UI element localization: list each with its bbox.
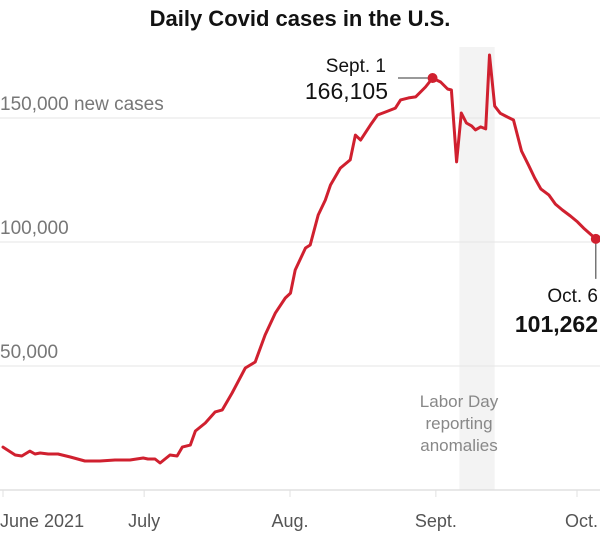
oct6-value-label: 101,262: [515, 311, 598, 337]
x-tick-label: June 2021: [0, 511, 84, 531]
y-tick-label: 100,000: [0, 218, 69, 239]
sept1-value-label: 166,105: [305, 78, 388, 104]
y-tick-label: 50,000: [0, 342, 58, 363]
band-label-line: reporting: [425, 414, 492, 433]
sept1-marker: [427, 73, 438, 84]
series-layer: [1, 53, 598, 465]
y-tick-label: 150,000 new cases: [0, 94, 164, 115]
x-axis: June 2021 July Aug. Sept. Oct.: [0, 489, 600, 531]
x-tick-label: Aug.: [271, 511, 308, 531]
gridlines: 150,000 new cases 100,000 50,000: [0, 94, 600, 367]
highlight-band-layer: Labor Day reporting anomalies: [420, 47, 499, 490]
cases-line: [1, 53, 598, 465]
band-label-line: Labor Day: [420, 392, 499, 411]
x-tick-label: Oct.: [565, 511, 598, 531]
sept1-date-label: Sept. 1: [326, 56, 386, 77]
chart-title: Daily Covid cases in the U.S.: [150, 6, 451, 31]
x-tick-label: July: [128, 511, 160, 531]
oct6-marker: [590, 233, 600, 244]
x-tick-label: Sept.: [415, 511, 457, 531]
band-label-line: anomalies: [420, 436, 498, 455]
oct6-date-label: Oct. 6: [547, 286, 598, 307]
